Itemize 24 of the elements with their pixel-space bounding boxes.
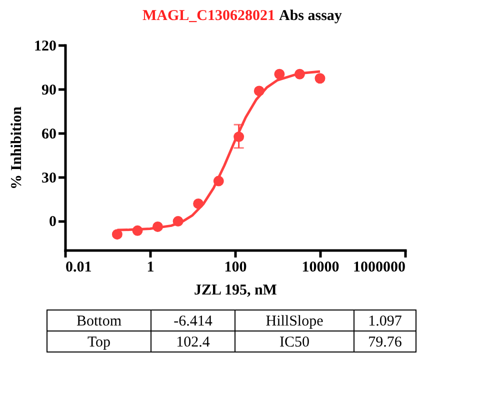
y-tick-label: 0: [49, 214, 56, 230]
y-tick-label: 90: [42, 82, 56, 98]
text: -6.414: [174, 314, 213, 330]
x-tick-label: 100: [224, 260, 247, 276]
x-tick-label: 0.01: [66, 260, 92, 276]
text: 102.4: [176, 334, 210, 350]
text: IC50: [280, 334, 310, 350]
point: [112, 229, 122, 240]
y-tick-label: 60: [42, 126, 56, 142]
point: [314, 73, 326, 84]
x-axis-title: JZL 195, nM: [194, 282, 277, 298]
chart-title: MAGL_C130628021 Abs assay: [142, 8, 342, 24]
text: Top: [87, 334, 111, 350]
text: 1.097: [368, 314, 402, 330]
x-tick-label: 1000000: [353, 260, 406, 276]
text: 79.76: [368, 334, 402, 350]
text: HillSlope: [266, 314, 324, 330]
point: [274, 68, 285, 80]
y-tick-label: 30: [42, 170, 56, 186]
text: Bottom: [76, 314, 122, 330]
x-tick-label: 10000: [302, 260, 340, 276]
y-tick-label: 120: [34, 38, 56, 54]
y-axis-title: % Inhibition: [9, 106, 25, 190]
x-tick-label: 1: [146, 260, 154, 276]
